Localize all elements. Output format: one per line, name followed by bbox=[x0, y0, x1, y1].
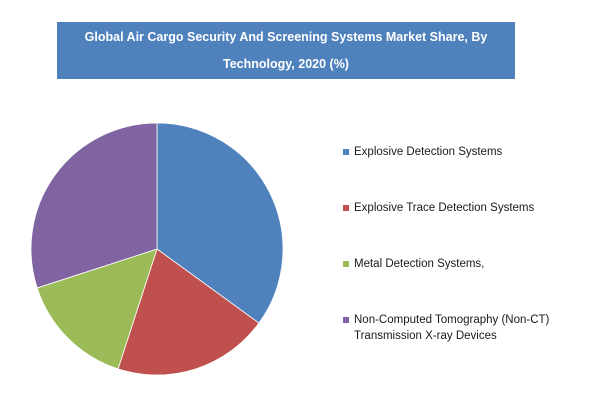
legend-swatch bbox=[343, 261, 349, 267]
slice-non-ct-xray bbox=[30, 122, 158, 289]
legend-item-non-ct-xray: Non-Computed Tomography (Non-CT) Transmi… bbox=[343, 312, 549, 344]
slice-explosive-detection bbox=[156, 122, 284, 324]
legend-label: Explosive Trace Detection Systems bbox=[354, 202, 535, 214]
legend-swatch bbox=[343, 205, 349, 211]
legend-item-metal-detection: Metal Detection Systems, bbox=[343, 256, 484, 272]
legend-label: Metal Detection Systems, bbox=[354, 258, 485, 270]
slice-explosive-trace bbox=[117, 248, 260, 376]
chart-title-banner: Global Air Cargo Security And Screening … bbox=[57, 22, 515, 79]
legend-swatch bbox=[343, 317, 349, 323]
legend-label: Explosive Detection Systems bbox=[354, 146, 503, 158]
legend-swatch bbox=[343, 149, 349, 155]
legend-item-explosive-detection: Explosive Detection Systems bbox=[343, 144, 502, 160]
chart-title: Global Air Cargo Security And Screening … bbox=[84, 29, 488, 71]
legend-item-explosive-trace: Explosive Trace Detection Systems bbox=[343, 200, 534, 216]
legend-label: Non-Computed Tomography (Non-CT) Transmi… bbox=[354, 314, 550, 342]
slice-metal-detection bbox=[36, 248, 158, 370]
